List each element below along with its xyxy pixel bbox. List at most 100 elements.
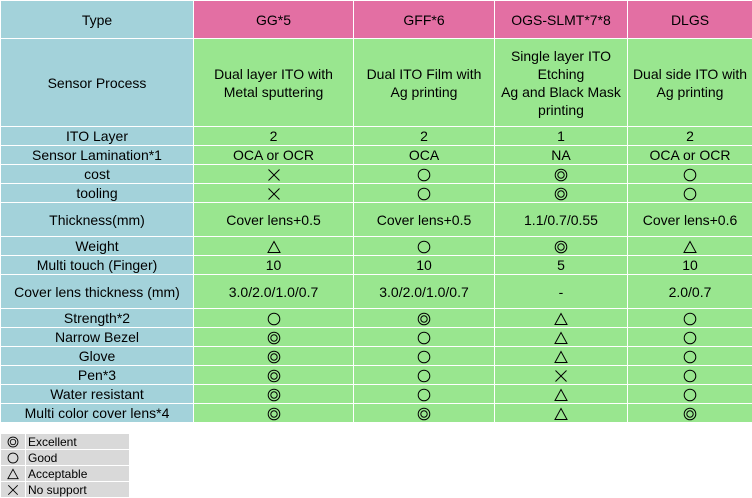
circle-icon (627, 308, 752, 328)
double-circle-icon (494, 183, 628, 203)
cross-icon (0, 481, 26, 498)
circle-icon (353, 327, 495, 347)
double-circle-icon (627, 403, 752, 423)
table-row: Thickness(mm) Cover lens+0.5 Cover lens+0.… (0, 202, 752, 237)
circle-icon (353, 384, 495, 404)
cell-gg: OCA or OCR (193, 145, 354, 165)
cell-gg: 10 (193, 255, 354, 275)
cell-dlgs: Cover lens+0.6 (627, 202, 752, 237)
triangle-icon (627, 236, 752, 256)
cell-ogs-slmt: - (494, 274, 628, 309)
legend-label: Excellent (25, 433, 130, 450)
legend-label: Good (25, 449, 130, 466)
circle-icon (627, 365, 752, 385)
row-label: tooling (0, 183, 194, 203)
table-row: Weight (0, 236, 752, 256)
cell-dlgs: 10 (627, 255, 752, 275)
cell-dlgs: Dual side ITO with Ag printing (627, 38, 752, 127)
triangle-icon (494, 327, 628, 347)
double-circle-icon (353, 403, 495, 423)
double-circle-icon (0, 433, 26, 450)
circle-icon (0, 449, 26, 466)
circle-icon (353, 236, 495, 256)
cell-ogs-slmt: 1.1/0.7/0.55 (494, 202, 628, 237)
cell-gff: 3.0/2.0/1.0/0.7 (353, 274, 495, 309)
double-circle-icon (353, 308, 495, 328)
table-row: ITO Layer 2 2 1 2 (0, 126, 752, 146)
cell-ogs-slmt: NA (494, 145, 628, 165)
cross-icon (193, 183, 354, 203)
row-label: Multi touch (Finger) (0, 255, 194, 275)
circle-icon (627, 384, 752, 404)
circle-icon (627, 327, 752, 347)
cross-icon (494, 365, 628, 385)
triangle-icon (494, 346, 628, 366)
header-dlgs: DLGS (627, 0, 752, 39)
triangle-icon (193, 236, 354, 256)
table-row: Multi touch (Finger) 10 10 5 10 (0, 255, 752, 275)
circle-icon (627, 346, 752, 366)
row-label: Weight (0, 236, 194, 256)
circle-icon (353, 346, 495, 366)
circle-icon (353, 183, 495, 203)
table-row: cost (0, 164, 752, 184)
double-circle-icon (193, 346, 354, 366)
triangle-icon (494, 384, 628, 404)
cell-gg: Dual layer ITO with Metal sputtering (193, 38, 354, 127)
cell-dlgs: OCA or OCR (627, 145, 752, 165)
double-circle-icon (494, 236, 628, 256)
row-label: Sensor Process (0, 38, 194, 127)
cross-icon (193, 164, 354, 184)
cell-gg: 3.0/2.0/1.0/0.7 (193, 274, 354, 309)
circle-icon (353, 365, 495, 385)
cell-ogs-slmt: 5 (494, 255, 628, 275)
legend-item: Good (0, 449, 130, 466)
legend: Excellent Good Acceptable No support (0, 433, 130, 498)
cell-gff: 10 (353, 255, 495, 275)
table-row: Water resistant (0, 384, 752, 404)
circle-icon (193, 308, 354, 328)
table-row: Narrow Bezel (0, 327, 752, 347)
cell-gff: OCA (353, 145, 495, 165)
row-label: Pen*3 (0, 365, 194, 385)
triangle-icon (0, 465, 26, 482)
comparison-table: Type GG*5 GFF*6 OGS-SLMT*7*8 DLGS Sensor… (0, 0, 752, 423)
header-gg: GG*5 (193, 0, 354, 39)
row-label: cost (0, 164, 194, 184)
double-circle-icon (193, 384, 354, 404)
row-label: Glove (0, 346, 194, 366)
header-row: Type GG*5 GFF*6 OGS-SLMT*7*8 DLGS (0, 0, 752, 39)
cell-gg: 2 (193, 126, 354, 146)
table-row: Cover lens thickness (mm) 3.0/2.0/1.0/0.7… (0, 274, 752, 309)
row-label: ITO Layer (0, 126, 194, 146)
header-type: Type (0, 0, 194, 39)
header-ogs-slmt: OGS-SLMT*7*8 (494, 0, 628, 39)
triangle-icon (494, 403, 628, 423)
double-circle-icon (193, 403, 354, 423)
row-label: Strength*2 (0, 308, 194, 328)
cell-ogs-slmt: 1 (494, 126, 628, 146)
legend-item: Excellent (0, 433, 130, 450)
row-label: Thickness(mm) (0, 202, 194, 237)
circle-icon (627, 183, 752, 203)
table-row: Multi color cover lens*4 (0, 403, 752, 423)
table-row: Glove (0, 346, 752, 366)
legend-item: Acceptable (0, 465, 130, 482)
table-row: Sensor Process Dual layer ITO with Metal … (0, 38, 752, 127)
cell-gff: Cover lens+0.5 (353, 202, 495, 237)
cell-gg: Cover lens+0.5 (193, 202, 354, 237)
double-circle-icon (494, 164, 628, 184)
legend-label: Acceptable (25, 465, 130, 482)
double-circle-icon (193, 327, 354, 347)
cell-ogs-slmt: Single layer ITO Etching Ag and Black Ma… (494, 38, 628, 127)
cell-gff: 2 (353, 126, 495, 146)
table-row: Strength*2 (0, 308, 752, 328)
row-label: Cover lens thickness (mm) (0, 274, 194, 309)
double-circle-icon (193, 365, 354, 385)
table-row: tooling (0, 183, 752, 203)
table-row: Sensor Lamination*1 OCA or OCR OCA NA OCA or… (0, 145, 752, 165)
circle-icon (353, 164, 495, 184)
triangle-icon (494, 308, 628, 328)
row-label: Water resistant (0, 384, 194, 404)
circle-icon (627, 164, 752, 184)
